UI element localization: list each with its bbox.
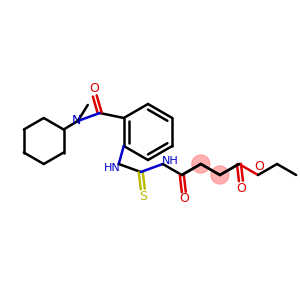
Text: O: O (89, 82, 99, 95)
Circle shape (211, 166, 229, 184)
Circle shape (192, 155, 210, 173)
Text: NH: NH (161, 156, 178, 166)
Text: O: O (254, 160, 264, 173)
Text: N: N (72, 113, 81, 127)
Text: O: O (236, 182, 246, 194)
Text: S: S (139, 190, 147, 202)
Text: O: O (179, 193, 189, 206)
Text: HN: HN (103, 163, 120, 173)
